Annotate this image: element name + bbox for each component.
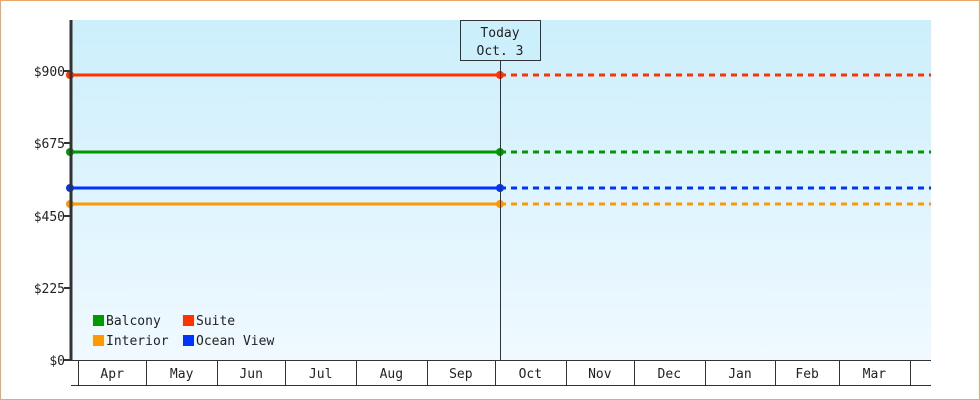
legend-label: Interior: [106, 334, 169, 349]
legend-swatch-balcony: [93, 315, 104, 326]
today-date: Oct. 3: [477, 44, 524, 59]
y-tick-label: $0: [49, 354, 65, 369]
legend-swatch-interior: [93, 335, 104, 346]
x-tick-label: Apr: [100, 367, 124, 382]
x-tick-label: Mar: [863, 367, 887, 382]
x-tick-label: Dec: [658, 367, 681, 382]
x-tick-label: Jun: [239, 367, 262, 382]
x-tick-label: Jul: [309, 367, 332, 382]
x-tick-label: Oct: [519, 367, 542, 382]
x-tick-label: Sep: [449, 367, 473, 382]
legend-swatch-suite: [183, 315, 194, 326]
y-tick-label: $225: [34, 282, 65, 297]
x-tick-label: Nov: [588, 367, 612, 382]
y-tick-label: $675: [34, 137, 65, 152]
y-tick-label: $900: [34, 65, 65, 80]
x-tick-label: May: [170, 367, 194, 382]
legend-label: Ocean View: [196, 334, 274, 349]
x-tick-label: Feb: [795, 367, 819, 382]
y-tick-label: $450: [34, 210, 65, 225]
x-tick-label: Jan: [728, 367, 751, 382]
today-label-box: [460, 20, 541, 61]
legend-swatch-ocean-view: [183, 335, 194, 346]
legend-label: Balcony: [106, 314, 161, 329]
x-tick-label: Aug: [380, 367, 403, 382]
legend-label: Suite: [196, 314, 235, 329]
today-label: Today: [480, 26, 519, 41]
